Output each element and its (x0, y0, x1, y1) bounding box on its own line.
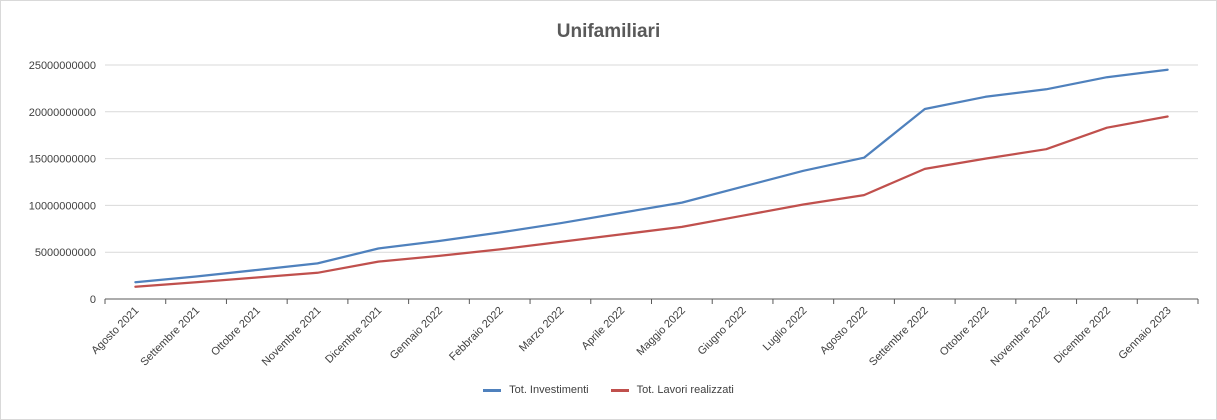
x-tick-label: Novembre 2021 (260, 305, 324, 369)
legend-item-lavori-realizzati[interactable]: Tot. Lavori realizzati (610, 384, 734, 396)
chart-title: Unifamiliari (556, 21, 661, 42)
legend-swatch-lavori-realizzati (610, 388, 629, 392)
x-tick-label: Settembre 2022 (867, 305, 931, 369)
x-tick-label: Gennaio 2023 (1116, 305, 1173, 362)
x-tick-label: Ottobre 2021 (209, 305, 263, 359)
x-tick-label: Marzo 2022 (517, 305, 567, 355)
x-tick-label: Dicembre 2022 (1052, 305, 1113, 366)
chart-legend: Tot. Investimenti Tot. Lavori realizzati (1, 384, 1216, 396)
y-tick-label: 0 (90, 294, 96, 306)
y-tick-label: 10000000000 (29, 200, 96, 212)
y-tick-label: 5000000000 (35, 247, 96, 259)
x-tick-label: Settembre 2021 (138, 305, 202, 369)
legend-label-investimenti: Tot. Investimenti (509, 384, 589, 396)
series-line-lavori-realizzati (134, 115, 1169, 288)
x-tick-label: Agosto 2021 (89, 305, 141, 357)
x-tick-label: Novembre 2022 (988, 305, 1052, 369)
series-line-investimenti (134, 68, 1169, 284)
legend-item-investimenti[interactable]: Tot. Investimenti (483, 384, 589, 396)
legend-label-lavori-realizzati: Tot. Lavori realizzati (636, 384, 734, 396)
x-tick-label: Aprile 2022 (579, 305, 627, 353)
x-tick-label: Ottobre 2022 (938, 305, 992, 359)
y-tick-label: 20000000000 (29, 107, 96, 119)
x-tick-label: Febbraio 2022 (447, 305, 506, 364)
x-tick-label: Giugno 2022 (696, 305, 749, 358)
x-tick-label: Gennaio 2022 (388, 305, 445, 362)
x-tick-label: Agosto 2022 (818, 305, 870, 357)
x-tick-label: Maggio 2022 (635, 305, 688, 358)
y-tick-label: 25000000000 (29, 60, 96, 72)
x-tick-label: Dicembre 2021 (323, 305, 384, 366)
x-tick-label: Luglio 2022 (761, 305, 810, 354)
legend-swatch-investimenti (483, 388, 502, 392)
y-tick-label: 15000000000 (29, 154, 96, 166)
